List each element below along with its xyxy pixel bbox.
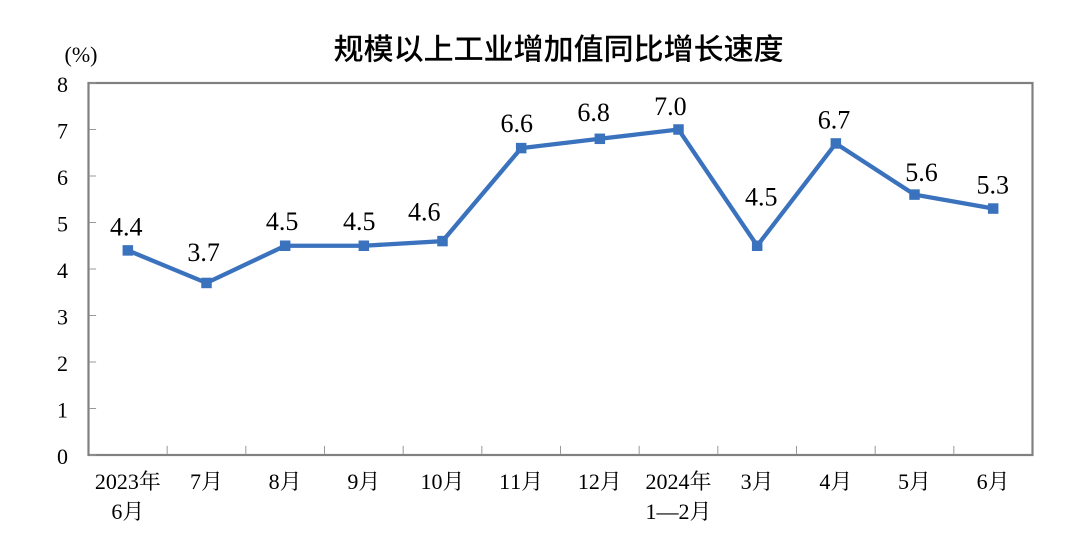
svg-text:7: 7 — [57, 119, 68, 144]
svg-text:3.7: 3.7 — [187, 238, 220, 267]
svg-text:7: 7 — [190, 469, 201, 494]
svg-text:8: 8 — [269, 469, 280, 494]
svg-text:6: 6 — [57, 165, 68, 190]
svg-text:1—2: 1—2 — [646, 499, 690, 524]
svg-text:4: 4 — [819, 469, 830, 494]
svg-text:8: 8 — [57, 72, 68, 97]
svg-text:5: 5 — [57, 212, 68, 237]
svg-text:6: 6 — [111, 499, 122, 524]
svg-text:4.5: 4.5 — [745, 182, 778, 211]
svg-text:5.3: 5.3 — [976, 171, 1009, 200]
svg-text:9: 9 — [347, 469, 358, 494]
svg-text:2: 2 — [57, 351, 68, 376]
svg-text:3: 3 — [741, 469, 752, 494]
svg-text:(%): (%) — [65, 42, 98, 67]
svg-text:4.6: 4.6 — [408, 197, 441, 226]
svg-text:4.4: 4.4 — [110, 212, 143, 241]
svg-text:4.5: 4.5 — [343, 207, 376, 236]
svg-text:5.6: 5.6 — [905, 158, 938, 187]
svg-text:5: 5 — [898, 469, 909, 494]
svg-text:6: 6 — [977, 469, 988, 494]
svg-text:6.6: 6.6 — [501, 109, 534, 138]
svg-text:7.0: 7.0 — [654, 92, 687, 121]
svg-text:1: 1 — [57, 398, 68, 423]
svg-text:4: 4 — [57, 258, 68, 283]
svg-text:0: 0 — [57, 444, 68, 469]
svg-text:2024: 2024 — [646, 469, 690, 494]
svg-text:11: 11 — [499, 469, 521, 494]
svg-text:3: 3 — [57, 305, 68, 330]
svg-text:12: 12 — [578, 469, 600, 494]
svg-text:10: 10 — [421, 469, 443, 494]
svg-text:4.5: 4.5 — [266, 207, 299, 236]
svg-text:6.7: 6.7 — [818, 106, 851, 135]
svg-text:6.8: 6.8 — [577, 98, 610, 127]
svg-text:2023: 2023 — [95, 469, 139, 494]
